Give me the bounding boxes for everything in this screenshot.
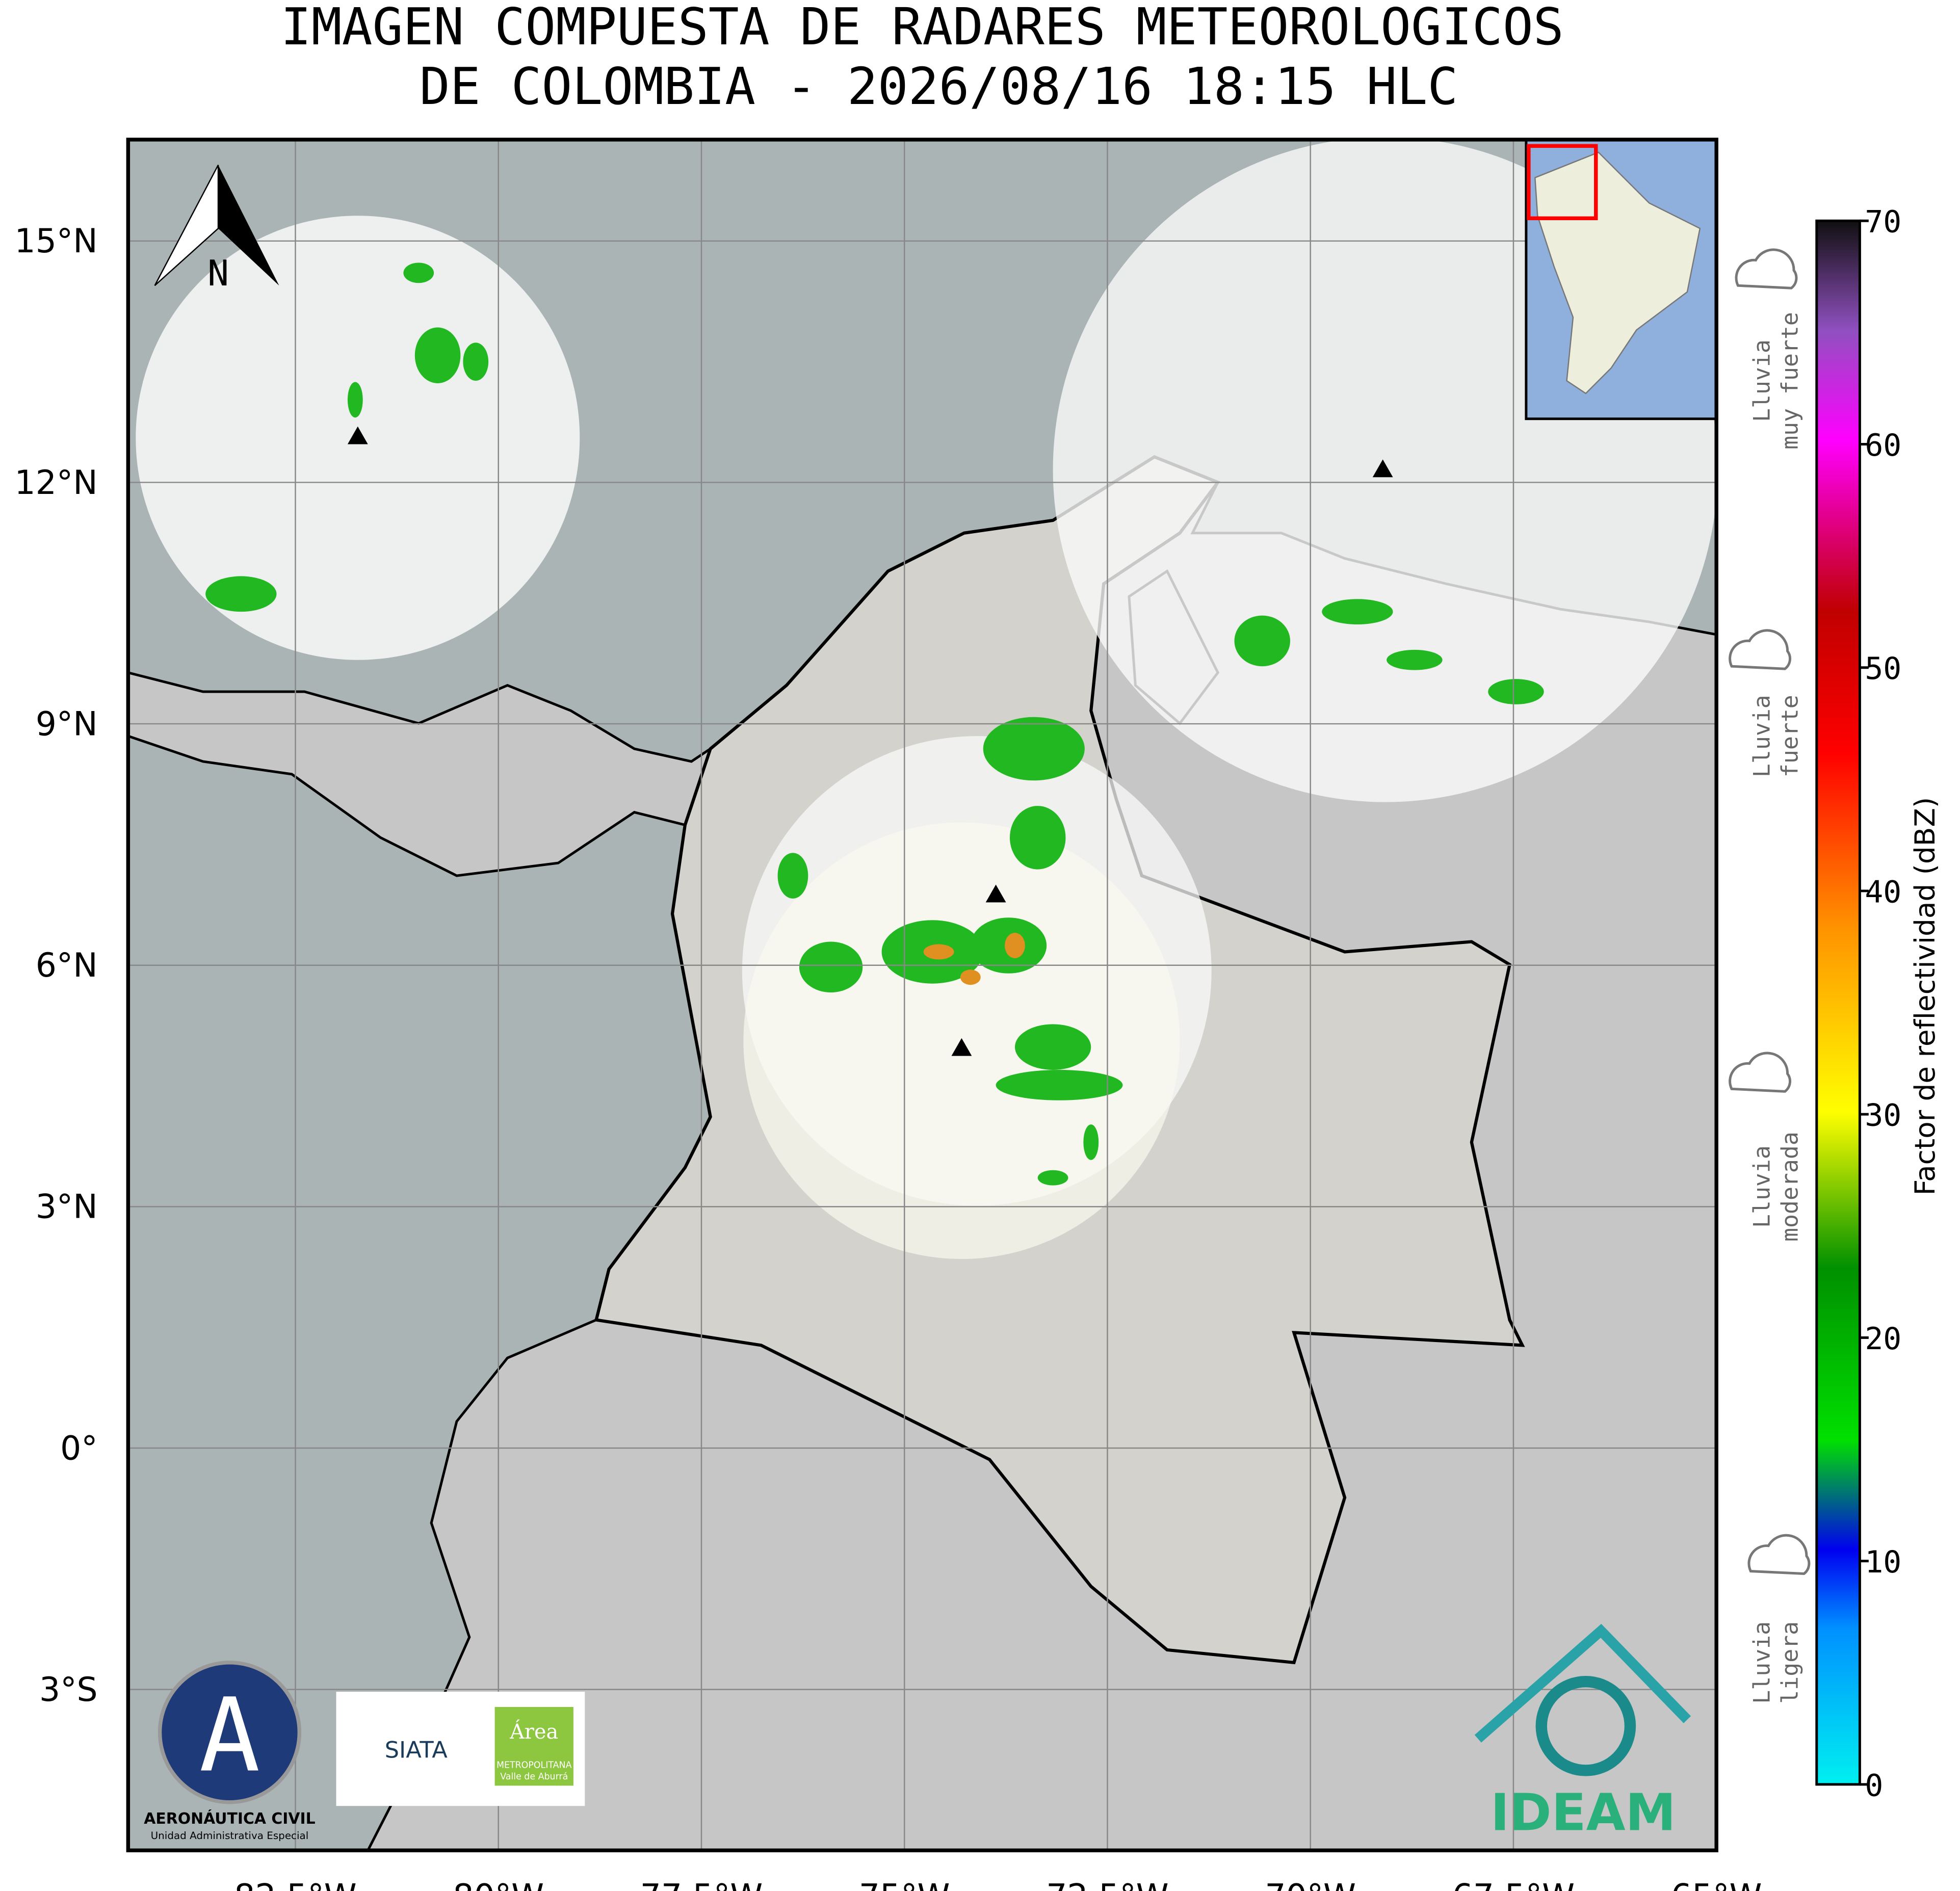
colorbar-tick-label: 10 <box>1865 1545 1901 1580</box>
map-frame <box>126 138 1718 1853</box>
title-line: IMAGEN COMPUESTA DE RADARES METEOROLOGIC… <box>281 0 1564 57</box>
inset-land <box>1534 151 1701 395</box>
colorbar-tick-label: 70 <box>1865 205 1901 240</box>
inset-extent <box>1527 144 1598 221</box>
y-tick-label: 15°N <box>15 222 98 260</box>
x-tick-label: 65°W <box>1671 1877 1762 1891</box>
graticule <box>128 139 1717 1851</box>
x-tick-label: 75°W <box>859 1877 950 1891</box>
colorbar-tick-label: 40 <box>1865 875 1901 910</box>
rain-label: moderada <box>1776 1132 1803 1242</box>
colorbar-tick-label: 0 <box>1865 1768 1883 1803</box>
rain-label: Lluvia <box>1748 1145 1775 1228</box>
rain-label: Lluvia <box>1748 1621 1775 1704</box>
map <box>128 139 1717 1851</box>
rain-label: fuerte <box>1776 695 1803 777</box>
logo-text: IDEAM <box>1491 1783 1676 1842</box>
colorbar-tick-label: 50 <box>1865 651 1901 687</box>
logo-text: SIATA <box>385 1737 448 1764</box>
title-line: DE COLOMBIA - 2026/08/16 18:15 HLC <box>420 58 1458 116</box>
rain-label: Lluvia <box>1748 695 1775 777</box>
logo-text: METROPOLITANA <box>496 1760 572 1770</box>
logo-text: Área <box>509 1720 558 1744</box>
logo-text: Unidad Administrativa Especial <box>151 1830 309 1842</box>
colorbar-label: Factor de reflectividad (dBZ) <box>1909 797 1941 1196</box>
radar-sites <box>347 426 1393 1056</box>
y-tick-label: 9°N <box>36 705 98 743</box>
x-tick-label: 67.5°W <box>1452 1877 1575 1891</box>
y-tick-label: 6°N <box>36 947 98 985</box>
x-tick-label: 72.5°W <box>1046 1877 1168 1891</box>
colorbar <box>1815 219 1861 1786</box>
rain-label: ligera <box>1776 1621 1803 1704</box>
colorbar-tick-label: 30 <box>1865 1098 1901 1134</box>
svg-text:A: A <box>199 1676 260 1794</box>
logos: A AERONÁUTICA CIVIL Unidad Administrativ… <box>144 1623 1691 1842</box>
rain-label: muy fuerte <box>1776 312 1803 450</box>
x-tick-label: 77.5°W <box>640 1877 763 1891</box>
y-tick-label: 12°N <box>15 464 98 502</box>
echo-cores <box>923 933 1025 985</box>
x-tick-label: 82.5°W <box>234 1877 356 1891</box>
logo-text: AERONÁUTICA CIVIL <box>144 1809 315 1828</box>
x-tick-label: 80°W <box>453 1877 544 1891</box>
logo-text: Valle de Aburrá <box>500 1772 568 1782</box>
y-tick-label: 0° <box>60 1429 98 1467</box>
north-label: N <box>207 253 229 294</box>
y-tick-label: 3°S <box>39 1671 98 1709</box>
x-tick-label: 70°W <box>1265 1877 1356 1891</box>
rain-label: Lluvia <box>1748 339 1775 422</box>
y-tick-label: 3°N <box>36 1188 98 1226</box>
colorbar-tick-label: 20 <box>1865 1322 1901 1357</box>
colorbar-tick-label: 60 <box>1865 428 1901 463</box>
colorbar-ticks: 0 10 20 30 40 50 60 70 <box>1860 205 1901 1803</box>
echoes <box>205 262 1544 1186</box>
